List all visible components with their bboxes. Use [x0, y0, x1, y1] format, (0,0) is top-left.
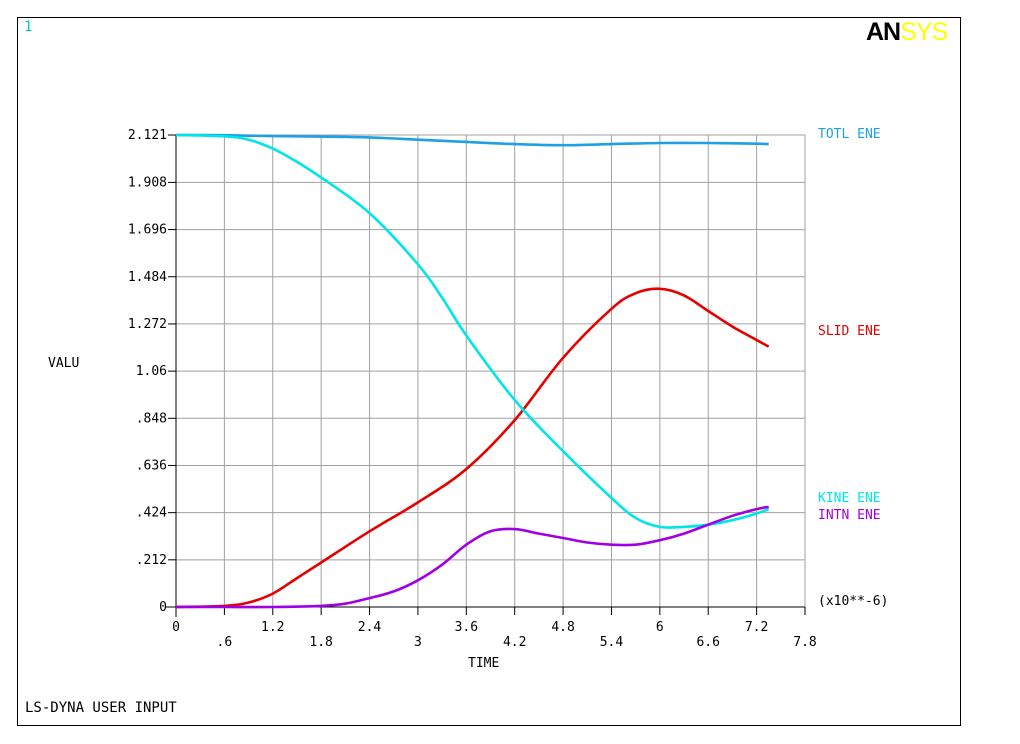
- y-tick-label: 1.06: [136, 364, 167, 379]
- x-tick-label: 4.8: [551, 620, 574, 635]
- x-tick-label: 0: [172, 620, 180, 635]
- x-axis-label: TIME: [468, 656, 499, 671]
- logo-sys: SYS: [900, 18, 948, 46]
- y-tick-label: .212: [136, 553, 167, 568]
- y-tick-label: 1.484: [128, 270, 167, 285]
- y-tick-label: 1.272: [128, 317, 167, 332]
- x-tick-label: .6: [217, 635, 233, 650]
- footer-title: LS-DYNA USER INPUT: [25, 700, 177, 716]
- y-tick-label: 1.696: [128, 223, 167, 238]
- ansys-logo: ANSYS: [866, 18, 948, 46]
- chart-legend: TOTL ENE SLID ENE KINE ENE INTN ENE: [818, 127, 881, 523]
- x-tick-label: 3.6: [455, 620, 478, 635]
- window-number: 1: [24, 19, 33, 35]
- y-axis-label: VALU: [48, 356, 79, 371]
- x-tick-label: 3: [414, 635, 422, 650]
- y-tick-labels: 0 .212 .424 .636 .848 1.06 1.272 1.484 1.696 1.90…: [128, 128, 167, 615]
- graphics-window-frame: [17, 17, 961, 726]
- y-tick-label: .424: [136, 506, 167, 521]
- chart-axes: [166, 134, 806, 617]
- y-tick-label: .636: [136, 458, 167, 473]
- x-tick-label: 2.4: [358, 620, 382, 635]
- x-tick-label: 7.8: [793, 635, 816, 650]
- x-tick-label: 4.2: [503, 635, 526, 650]
- x-tick-label: 6: [656, 620, 664, 635]
- x-tick-labels: 0 .6 1.2 1.8 2.4 3 3.6 4.2 4.8 5.4 6 6.6 7.2 7.8: [172, 620, 817, 650]
- series-line-intn-ene: [175, 505, 769, 609]
- y-tick-label: .848: [136, 411, 167, 426]
- logo-an: AN: [866, 18, 901, 46]
- legend-label-kine-ene: KINE ENE: [818, 491, 881, 506]
- x-multiplier-label: (x10**-6): [818, 594, 888, 609]
- x-tick-label: 1.2: [261, 620, 284, 635]
- series-line-totl-ene: [175, 133, 769, 147]
- y-tick-label: 1.908: [128, 175, 167, 190]
- chart-series: [175, 133, 770, 609]
- series-line-slid-ene: [175, 287, 770, 609]
- x-tick-label: 7.2: [745, 620, 768, 635]
- y-tick-label: 2.121: [128, 128, 167, 143]
- legend-label-slid-ene: SLID ENE: [818, 324, 881, 339]
- y-tick-label: 0: [159, 600, 167, 615]
- x-tick-label: 6.6: [696, 635, 719, 650]
- series-line-kine-ene: [175, 133, 770, 529]
- x-tick-label: 1.8: [309, 635, 332, 650]
- legend-label-intn-ene: INTN ENE: [818, 508, 881, 523]
- legend-label-totl-ene: TOTL ENE: [818, 127, 881, 142]
- x-tick-label: 5.4: [600, 635, 624, 650]
